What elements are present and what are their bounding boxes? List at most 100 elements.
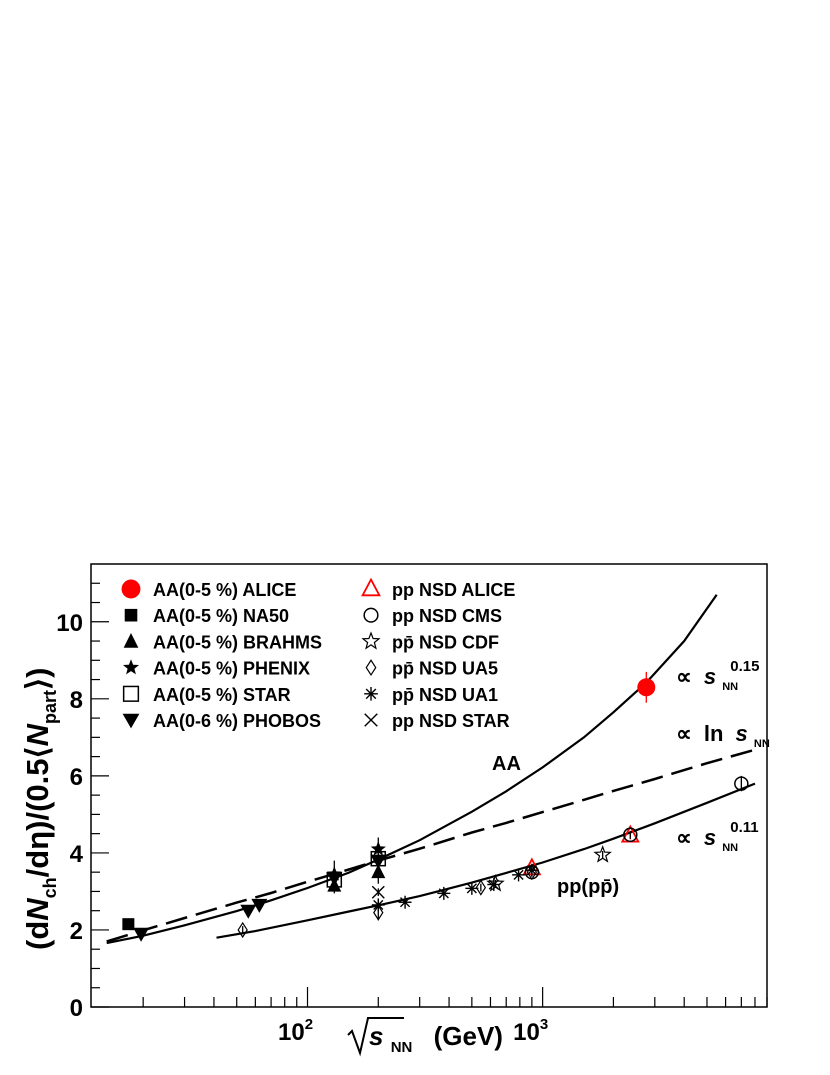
legend-label: AA(0-5 %) BRAHMS xyxy=(153,632,322,652)
data-point xyxy=(487,878,501,892)
marker-shape xyxy=(361,577,381,597)
legend-label: pp̄ NSD UA1 xyxy=(392,685,498,705)
marker-stroke xyxy=(513,869,524,880)
y-tick-label: 6 xyxy=(70,764,83,791)
pp-curve-label: pp(pp̄) xyxy=(557,876,619,898)
axis-ticks xyxy=(91,582,768,1008)
marker-shape xyxy=(123,659,139,675)
marker-shape xyxy=(121,579,141,599)
legend-marker xyxy=(364,686,378,701)
legend-label: AA(0-6 %) PHOBOS xyxy=(153,711,321,731)
curve-dashed xyxy=(106,748,756,943)
data-point xyxy=(122,918,135,931)
legend-marker xyxy=(361,577,381,597)
legend: AA(0-5 %) ALICE AA(0-5 %) NA50 AA(0-5 %) B… xyxy=(121,577,515,731)
marker-stroke xyxy=(488,879,499,890)
data-point xyxy=(371,864,386,879)
marker-shape xyxy=(370,854,387,869)
data-point xyxy=(133,927,150,942)
marker-shape xyxy=(133,927,150,942)
marker-shape xyxy=(475,879,487,896)
marker-shape xyxy=(122,713,140,729)
data-point xyxy=(593,845,612,863)
curves xyxy=(106,594,756,945)
marker-shape xyxy=(123,633,139,648)
legend-label: pp NSD CMS xyxy=(392,606,502,626)
x-axis-label: s NN (GeV) xyxy=(347,1017,503,1058)
data-point xyxy=(525,863,539,877)
legend-marker xyxy=(361,631,381,650)
marker-shape xyxy=(371,864,386,879)
marker-shape xyxy=(122,685,140,702)
plot-frame xyxy=(90,563,768,1008)
tick-labels: 0 2 4 6 8 10 102 103 xyxy=(56,610,548,1046)
data-points xyxy=(122,671,749,942)
legend-marker xyxy=(122,713,140,729)
marker-shape xyxy=(365,659,377,677)
marker-stroke xyxy=(371,885,385,899)
marker-stroke xyxy=(466,883,477,894)
data-point xyxy=(623,827,638,843)
marker-shape xyxy=(363,607,379,623)
svg-text:s NN (GeV): s NN (GeV) xyxy=(369,1021,503,1058)
marker-stroke xyxy=(399,897,411,908)
marker-shape xyxy=(326,871,343,886)
data-point xyxy=(398,895,412,909)
prop-lns-label: ∝ ln s NN xyxy=(676,721,770,750)
legend-marker xyxy=(363,607,379,623)
data-point xyxy=(251,898,268,913)
marker-shape xyxy=(373,904,384,921)
legend-label: AA(0-5 %) PHENIX xyxy=(153,659,310,679)
legend-marker xyxy=(123,633,139,648)
data-point xyxy=(237,921,248,939)
marker-shape xyxy=(240,904,257,919)
legend-label: pp̄ NSD CDF xyxy=(392,632,499,652)
legend-marker xyxy=(365,659,377,677)
data-point xyxy=(370,841,386,856)
data-point xyxy=(326,871,343,886)
legend-marker xyxy=(364,713,378,727)
marker-shape xyxy=(734,776,749,791)
data-point xyxy=(371,898,385,912)
marker-shape xyxy=(623,827,638,843)
marker-shape xyxy=(361,631,381,650)
y-axis-label: (dNch/dη)/(0.5⟨Npart⟩) xyxy=(20,668,60,950)
marker-shape xyxy=(122,918,135,931)
legend-marker xyxy=(122,685,140,702)
data-point xyxy=(465,881,479,895)
legend-marker xyxy=(123,659,139,675)
data-point xyxy=(371,885,385,899)
data-point xyxy=(475,879,487,896)
data-point xyxy=(734,776,749,791)
svg-text:(dNch/dη)/(0.5⟨Npart⟩): (dNch/dη)/(0.5⟨Npart⟩) xyxy=(20,668,60,950)
legend-label: AA(0-5 %) ALICE xyxy=(153,580,296,600)
data-point xyxy=(512,868,526,882)
data-point xyxy=(437,886,451,900)
data-point xyxy=(637,678,656,697)
legend-label: AA(0-5 %) NA50 xyxy=(153,606,289,626)
curve-solid xyxy=(216,782,756,939)
y-tick-label: 2 xyxy=(70,918,83,945)
marker-stroke xyxy=(526,865,537,876)
data-point xyxy=(373,904,384,921)
prop-s015-label: ∝ s NN 0.15 xyxy=(676,658,759,695)
x-tick-label: 103 xyxy=(513,1016,548,1046)
marker-shape xyxy=(637,678,656,697)
legend-label: pp NSD ALICE xyxy=(392,580,515,600)
marker-shape xyxy=(251,898,268,913)
marker-shape xyxy=(593,845,612,863)
data-point xyxy=(240,904,257,919)
y-tick-label: 10 xyxy=(56,610,83,637)
y-tick-label: 0 xyxy=(70,995,83,1022)
aa-curve-label: AA xyxy=(492,753,521,775)
legend-label: AA(0-5 %) STAR xyxy=(153,685,291,705)
legend-label: pp NSD STAR xyxy=(392,711,510,731)
marker-stroke xyxy=(365,688,377,700)
x-tick-label: 102 xyxy=(278,1016,313,1046)
data-point xyxy=(370,854,387,869)
marker-stroke xyxy=(438,888,449,899)
marker-shape xyxy=(370,841,386,856)
marker-stroke xyxy=(373,899,384,911)
marker-shape xyxy=(124,608,138,622)
